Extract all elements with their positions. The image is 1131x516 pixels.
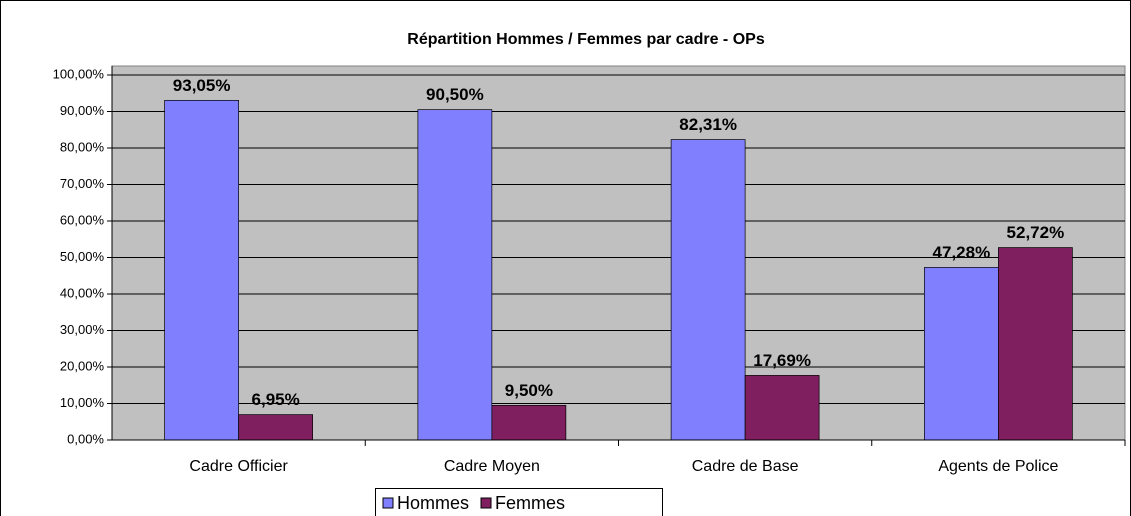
bar — [670, 139, 746, 441]
legend-label: Femmes — [495, 493, 565, 513]
chart-title: Répartition Hommes / Femmes par cadre - … — [407, 31, 765, 48]
value-label: 82,31% — [679, 115, 737, 134]
y-tick-label: 100,00% — [53, 66, 105, 81]
bar — [164, 100, 239, 441]
value-label: 52,72% — [1007, 223, 1065, 242]
value-label: 47,28% — [933, 243, 991, 262]
y-tick-label: 50,00% — [60, 249, 105, 264]
y-tick-label: 20,00% — [60, 358, 105, 373]
bar — [238, 414, 313, 441]
bar — [491, 404, 567, 441]
y-tick-label: 60,00% — [60, 212, 105, 227]
x-tick-label: Cadre de Base — [692, 458, 799, 475]
value-label: 93,05% — [173, 76, 231, 95]
value-label: 17,69% — [753, 351, 811, 370]
y-tick-label: 0,00% — [67, 431, 104, 446]
y-tick-label: 70,00% — [60, 176, 105, 191]
legend-swatch — [480, 497, 492, 509]
y-tick-label: 90,00% — [60, 103, 105, 118]
y-tick-label: 40,00% — [60, 285, 105, 300]
bar — [924, 267, 999, 441]
value-label: 90,50% — [426, 85, 484, 104]
x-tick-label: Cadre Moyen — [444, 458, 540, 475]
y-tick-label: 30,00% — [60, 322, 105, 337]
y-tick-label: 10,00% — [60, 395, 105, 410]
legend-label: Hommes — [397, 493, 469, 513]
value-label: 6,95% — [252, 390, 300, 409]
x-tick-label: Cadre Officier — [189, 458, 288, 475]
bar — [417, 109, 493, 441]
legend-swatch — [382, 497, 394, 509]
y-tick-label: 80,00% — [60, 139, 105, 154]
x-tick-label: Agents de Police — [938, 458, 1058, 475]
bar — [744, 375, 820, 441]
bar — [998, 247, 1073, 441]
value-label: 9,50% — [505, 381, 553, 400]
legend-box — [375, 488, 663, 516]
